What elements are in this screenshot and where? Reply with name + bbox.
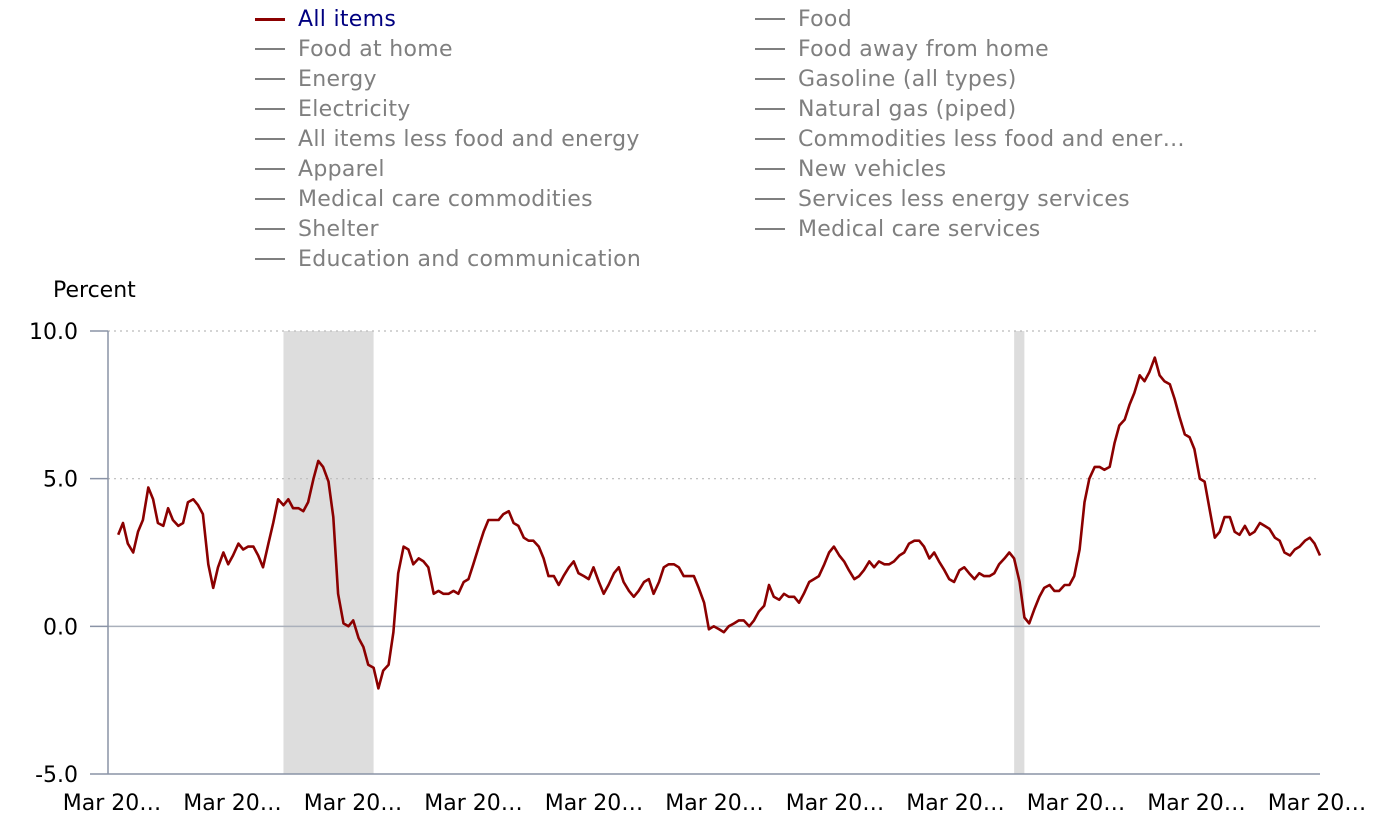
legend-item[interactable]: Shelter — [255, 214, 641, 244]
legend-item[interactable]: Food at home — [255, 34, 641, 64]
legend-swatch — [755, 18, 785, 20]
x-tick-label: Mar 20… — [183, 791, 282, 816]
legend-swatch — [755, 168, 785, 170]
legend-label: Food away from home — [798, 36, 1049, 62]
x-tick-label: Mar 20… — [63, 791, 162, 816]
legend-column-right: Food Food away from home Gasoline (all typ… — [755, 4, 1185, 244]
legend-column-left: All items Food at home Energy Electricity Al… — [255, 4, 641, 274]
legend-swatch — [755, 108, 785, 110]
x-tick-label: Mar 20… — [1147, 791, 1246, 816]
x-tick-label: Mar 20… — [304, 791, 403, 816]
legend-swatch — [755, 48, 785, 50]
legend-item[interactable]: Food — [755, 4, 1185, 34]
legend-item[interactable]: All items — [255, 4, 641, 34]
legend-item[interactable]: New vehicles — [755, 154, 1185, 184]
legend-item[interactable]: Apparel — [255, 154, 641, 184]
x-tick-label: Mar 20… — [1027, 791, 1126, 816]
legend-label: Food — [798, 6, 852, 32]
legend-swatch — [755, 228, 785, 230]
x-tick-label: Mar 20… — [545, 791, 644, 816]
legend-swatch — [255, 78, 285, 80]
legend-item[interactable]: Services less energy services — [755, 184, 1185, 214]
legend-item[interactable]: Gasoline (all types) — [755, 64, 1185, 94]
legend-label: All items less food and energy — [298, 126, 640, 152]
y-tick-label: 5.0 — [43, 468, 78, 493]
y-tick-label: 0.0 — [43, 615, 78, 640]
legend-item[interactable]: Education and communication — [255, 244, 641, 274]
legend-swatch — [755, 198, 785, 200]
legend-label: New vehicles — [798, 156, 947, 182]
legend-swatch — [755, 138, 785, 140]
legend-label: Electricity — [298, 96, 411, 122]
legend-item[interactable]: Natural gas (piped) — [755, 94, 1185, 124]
legend-swatch — [255, 168, 285, 170]
series-line-all-items — [116, 356, 1322, 690]
x-tick-label: Mar 20… — [906, 791, 1005, 816]
legend-label: Commodities less food and ener… — [798, 126, 1185, 152]
legend-swatch — [255, 17, 285, 21]
legend-label: Medical care commodities — [298, 186, 593, 212]
recession-band — [283, 331, 374, 774]
x-tick-label: Mar 20… — [665, 791, 764, 816]
legend-swatch — [255, 228, 285, 230]
legend-item[interactable]: Food away from home — [755, 34, 1185, 64]
legend-label: Services less energy services — [798, 186, 1130, 212]
legend-item[interactable]: Electricity — [255, 94, 641, 124]
legend-label: Gasoline (all types) — [798, 66, 1017, 92]
legend-swatch — [255, 258, 285, 260]
x-tick-label: Mar 20… — [424, 791, 523, 816]
legend-label: Energy — [298, 66, 377, 92]
legend-item[interactable]: Medical care services — [755, 214, 1185, 244]
legend-swatch — [755, 78, 785, 80]
legend-swatch — [255, 138, 285, 140]
legend-swatch — [255, 198, 285, 200]
legend-label: Apparel — [298, 156, 385, 182]
legend-label: Education and communication — [298, 246, 642, 272]
legend-swatch — [255, 48, 285, 50]
recession-band — [1014, 331, 1025, 774]
legend-label: Natural gas (piped) — [798, 96, 1017, 122]
legend-item[interactable]: Medical care commodities — [255, 184, 641, 214]
x-tick-label: Mar 20… — [1268, 791, 1367, 816]
legend-label: All items — [298, 6, 397, 32]
legend-label: Food at home — [298, 36, 453, 62]
y-axis-title: Percent — [53, 278, 136, 303]
legend-item[interactable]: Energy — [255, 64, 641, 94]
legend-label: Medical care services — [798, 216, 1041, 242]
x-tick-label: Mar 20… — [786, 791, 885, 816]
legend-item[interactable]: Commodities less food and ener… — [755, 124, 1185, 154]
y-tick-label: 10.0 — [29, 320, 78, 345]
legend-label: Shelter — [298, 216, 379, 242]
legend-item[interactable]: All items less food and energy — [255, 124, 641, 154]
legend-swatch — [255, 108, 285, 110]
y-tick-label: -5.0 — [35, 763, 78, 788]
